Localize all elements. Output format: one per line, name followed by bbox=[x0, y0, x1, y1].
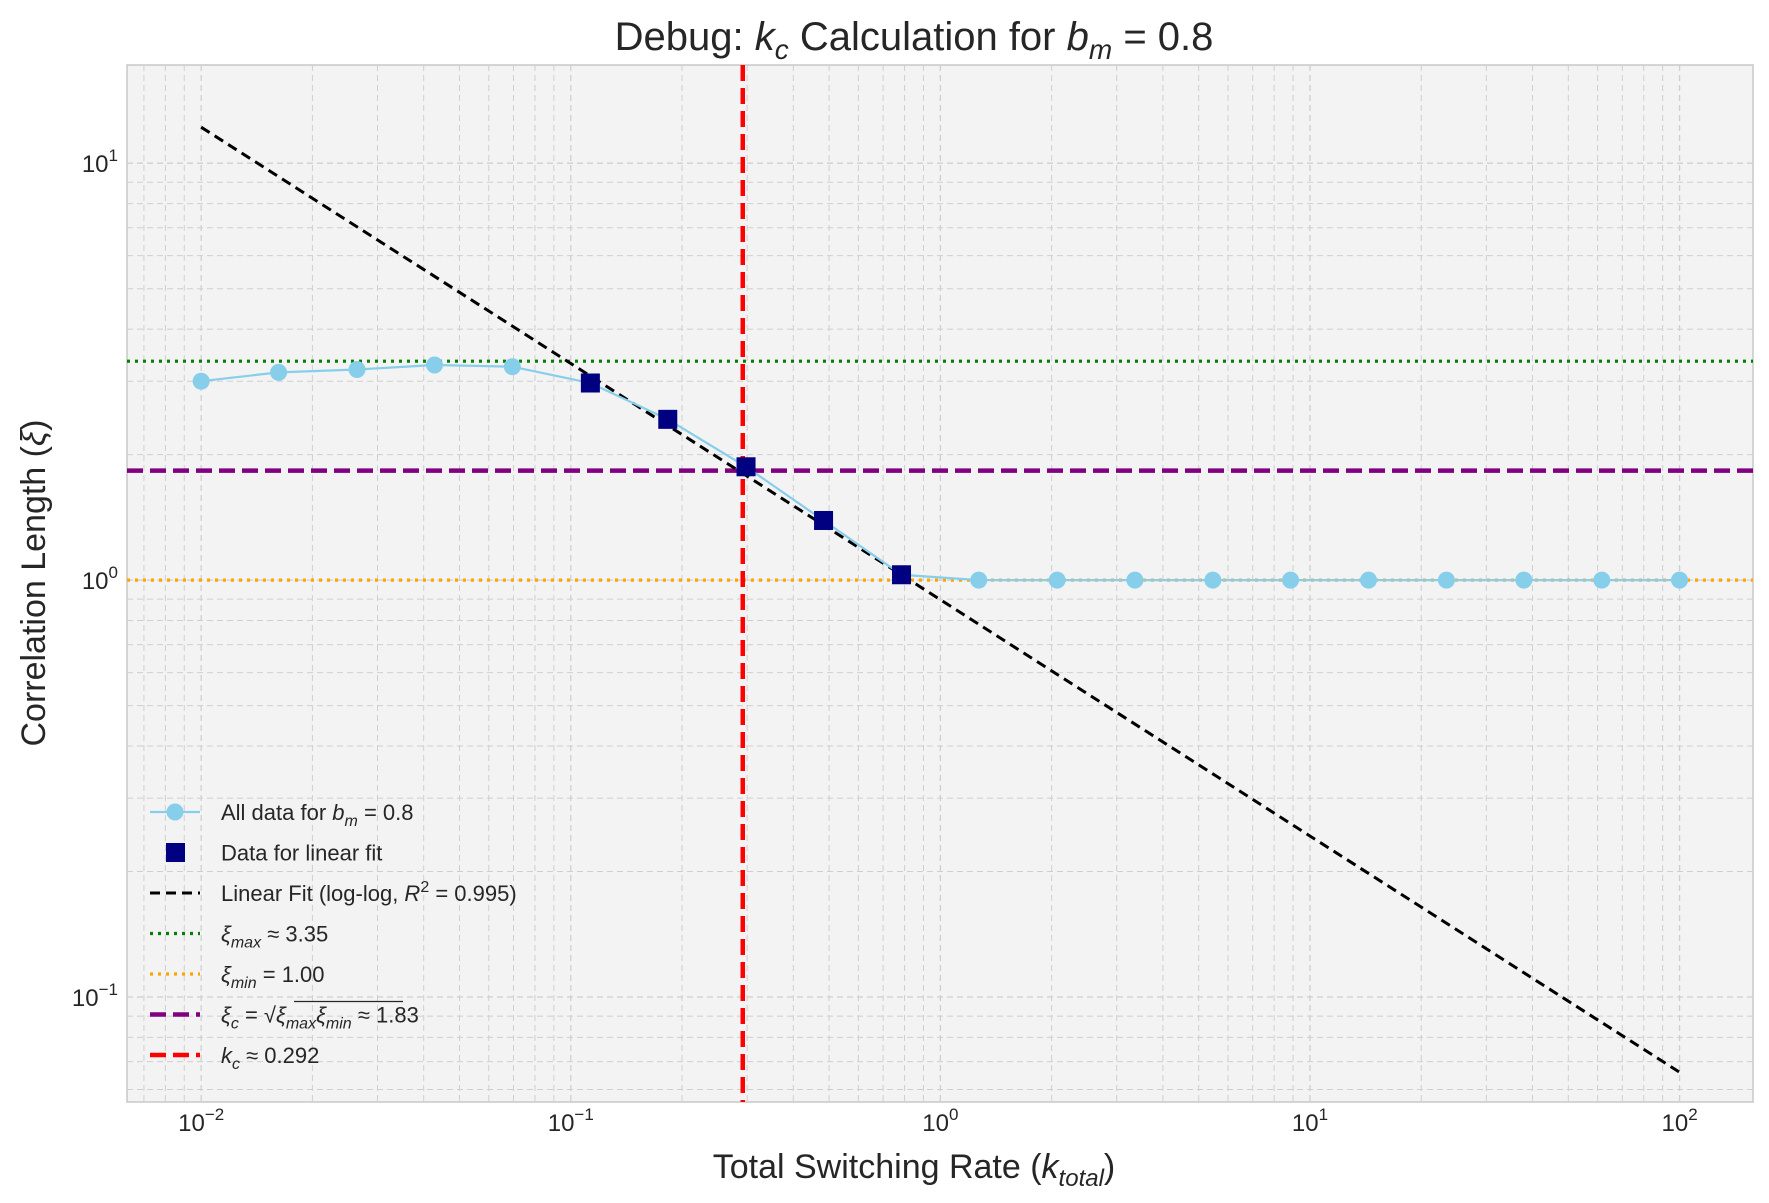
legend-k-c: kc ≈ 0.292 bbox=[150, 1043, 319, 1073]
y-tick-label: 10−1 bbox=[72, 980, 118, 1012]
legend-label: Linear Fit (log-log, R2 = 0.995) bbox=[221, 879, 517, 906]
all-data-point bbox=[348, 361, 366, 379]
all-data-point bbox=[270, 363, 288, 381]
legend-label: ξc = √ξmaxξmin ≈ 1.83 bbox=[221, 1003, 419, 1033]
all-data-point bbox=[1671, 571, 1689, 589]
x-tick-label: 102 bbox=[1661, 1105, 1697, 1137]
legend-label: Data for linear fit bbox=[221, 841, 382, 866]
fit-data-point bbox=[658, 409, 678, 429]
y-axis-label: Correlation Length (ξ) bbox=[15, 419, 53, 746]
y-tick-label: 100 bbox=[82, 563, 118, 595]
legend-label: ξmax ≈ 3.35 bbox=[221, 922, 328, 952]
legend-xi-c: ξc = √ξmaxξmin ≈ 1.83 bbox=[150, 1000, 419, 1033]
all-data-point bbox=[1593, 571, 1611, 589]
fit-data-point bbox=[580, 373, 600, 393]
all-data-point bbox=[503, 358, 521, 376]
grid bbox=[127, 65, 1753, 1102]
y-tick-label: 101 bbox=[82, 146, 118, 178]
all-data-point bbox=[1515, 571, 1533, 589]
tick-labels: 10−2 10−1 100 101 102 10−1 100 101 bbox=[72, 146, 1698, 1137]
all-data-point bbox=[1204, 571, 1222, 589]
legend-swatch-marker bbox=[166, 803, 184, 821]
all-data-point bbox=[1126, 571, 1144, 589]
legend-xi-max: ξmax ≈ 3.35 bbox=[150, 922, 328, 952]
fit-data-point bbox=[814, 510, 834, 530]
legend-all-data: All data for bm = 0.8 bbox=[150, 800, 414, 830]
all-data-point bbox=[1282, 571, 1300, 589]
all-data-point bbox=[1437, 571, 1455, 589]
fit-data-point bbox=[892, 565, 912, 585]
x-tick-label: 10−1 bbox=[548, 1105, 594, 1137]
all-data-point bbox=[192, 372, 210, 390]
all-data-point bbox=[1360, 571, 1378, 589]
x-tick-label: 100 bbox=[922, 1105, 958, 1137]
data-series bbox=[192, 125, 1689, 1074]
legend-label: All data for bm = 0.8 bbox=[221, 800, 414, 830]
x-tick-label: 10−2 bbox=[178, 1105, 224, 1137]
x-tick-label: 101 bbox=[1292, 1105, 1328, 1137]
all-data-line bbox=[201, 363, 1680, 582]
legend-xi-min: ξmin = 1.00 bbox=[150, 962, 325, 992]
all-data-point bbox=[1048, 571, 1066, 589]
legend-linear-fit: Linear Fit (log-log, R2 = 0.995) bbox=[150, 879, 517, 906]
legend-swatch-marker bbox=[166, 843, 185, 862]
x-axis-label: Total Switching Rate (ktotal) bbox=[713, 1148, 1116, 1192]
legend-label: ξmin = 1.00 bbox=[221, 962, 325, 992]
legend-label: kc ≈ 0.292 bbox=[221, 1043, 319, 1073]
legend-fit-data: Data for linear fit bbox=[166, 841, 382, 866]
all-data-point bbox=[970, 571, 988, 589]
legend: All data for bm = 0.8 Data for linear fit… bbox=[150, 800, 517, 1073]
linear-fit-line bbox=[200, 125, 1681, 1074]
all-data-point bbox=[426, 356, 444, 374]
chart-title: Debug: kc Calculation for bm = 0.8 bbox=[615, 15, 1214, 65]
fit-data-point bbox=[736, 457, 756, 477]
